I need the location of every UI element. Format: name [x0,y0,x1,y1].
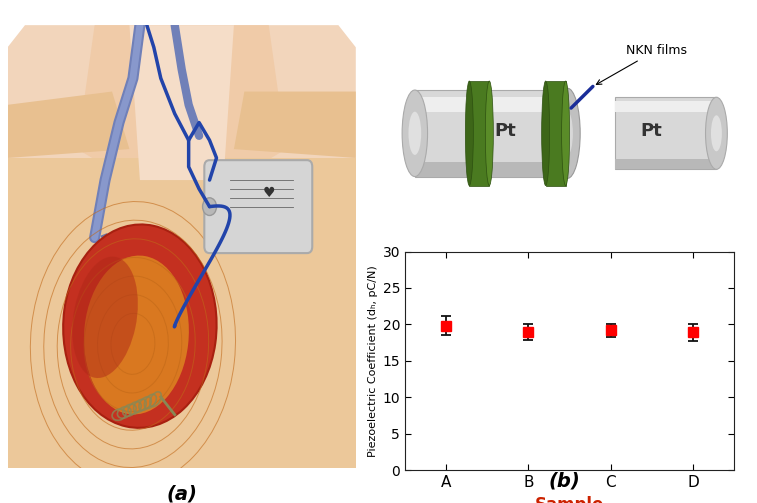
Ellipse shape [562,81,569,186]
Text: (a): (a) [167,485,197,503]
Polygon shape [8,92,129,158]
Ellipse shape [542,81,550,186]
Ellipse shape [84,256,188,414]
Text: Pt: Pt [640,123,662,140]
FancyBboxPatch shape [615,101,716,112]
Ellipse shape [466,81,473,186]
Y-axis label: Piezoelectric Coefficient (dₕ, pC/N): Piezoelectric Coefficient (dₕ, pC/N) [369,265,378,457]
Text: ♥: ♥ [263,186,275,200]
Text: (b): (b) [548,471,580,490]
FancyBboxPatch shape [415,90,568,177]
FancyBboxPatch shape [469,81,489,186]
Ellipse shape [559,90,577,177]
Polygon shape [234,92,356,158]
FancyBboxPatch shape [204,160,312,253]
Ellipse shape [562,112,573,155]
Polygon shape [8,25,356,468]
Ellipse shape [72,257,138,378]
Ellipse shape [555,88,580,179]
X-axis label: Sample: Sample [535,496,604,503]
FancyBboxPatch shape [615,158,716,170]
Text: NKN films: NKN films [597,44,687,85]
Polygon shape [77,25,286,193]
FancyBboxPatch shape [546,81,565,186]
FancyBboxPatch shape [615,97,716,170]
Polygon shape [8,158,356,468]
Ellipse shape [711,115,722,151]
Ellipse shape [409,112,421,155]
Ellipse shape [63,224,217,428]
Ellipse shape [485,81,494,186]
Text: Pt: Pt [495,123,516,140]
Polygon shape [129,25,234,180]
FancyBboxPatch shape [415,97,568,112]
Ellipse shape [203,198,217,215]
Ellipse shape [706,97,727,170]
FancyBboxPatch shape [415,162,568,177]
Ellipse shape [402,90,428,177]
